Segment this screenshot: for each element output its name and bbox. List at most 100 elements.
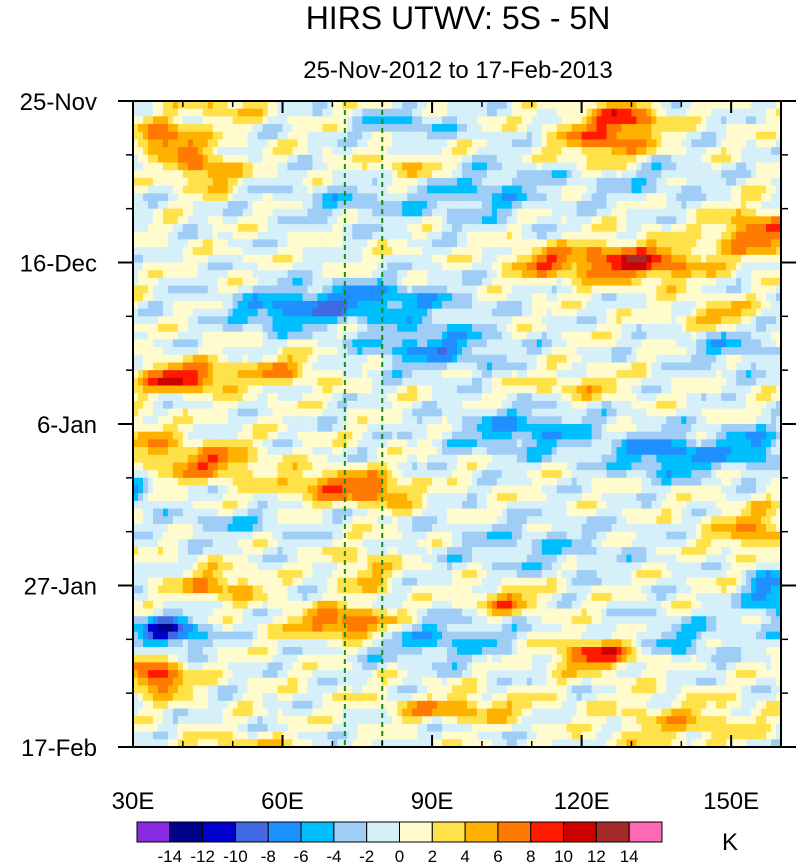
field-cell	[516, 101, 523, 110]
field-cell	[142, 362, 149, 371]
field-cell	[526, 154, 533, 164]
field-cell	[237, 216, 244, 225]
field-cell	[342, 247, 348, 256]
field-cell	[242, 277, 249, 287]
field-cell	[377, 308, 383, 317]
field-cell	[596, 277, 603, 287]
field-cell	[337, 262, 343, 271]
field-cell	[452, 147, 458, 156]
field-cell	[437, 300, 443, 310]
field-cell	[182, 277, 189, 287]
field-cell	[442, 316, 448, 325]
field-cell	[442, 324, 448, 333]
field-cell	[302, 385, 309, 394]
field-cell	[142, 270, 149, 279]
field-cell	[227, 254, 234, 264]
field-cell	[262, 393, 269, 402]
field-cell	[761, 101, 767, 110]
field-cell	[412, 116, 418, 125]
field-cell	[561, 347, 568, 356]
field-cell	[561, 200, 568, 210]
field-cell	[252, 124, 259, 133]
field-cell	[332, 347, 338, 356]
field-cell	[152, 108, 159, 117]
field-cell	[606, 293, 613, 302]
field-cell	[262, 239, 269, 248]
field-cell	[397, 324, 403, 333]
field-cell	[656, 377, 662, 387]
field-cell	[412, 262, 418, 271]
field-cell	[586, 170, 593, 179]
field-cell	[731, 370, 737, 379]
field-cell	[636, 324, 643, 333]
field-cell	[646, 308, 652, 317]
field-cell	[327, 193, 333, 202]
field-cell	[746, 147, 752, 156]
field-cell	[551, 124, 558, 133]
field-cell	[267, 200, 274, 210]
field-cell	[427, 154, 433, 164]
field-cell	[741, 385, 747, 394]
field-cell	[621, 270, 628, 279]
field-cell	[626, 316, 633, 325]
field-cell	[676, 277, 682, 287]
field-cell	[561, 362, 568, 371]
field-cell	[716, 147, 722, 156]
field-cell	[581, 300, 588, 310]
field-cell	[212, 316, 219, 325]
field-cell	[347, 131, 353, 141]
field-cell	[616, 185, 623, 194]
field-cell	[671, 347, 677, 356]
field-cell	[656, 147, 662, 156]
field-cell	[457, 377, 463, 387]
field-cell	[367, 331, 373, 340]
field-cell	[581, 247, 588, 256]
field-cell	[362, 393, 368, 402]
field-cell	[471, 193, 478, 202]
field-cell	[576, 154, 583, 164]
field-cell	[601, 108, 608, 117]
field-cell	[172, 147, 179, 156]
field-cell	[746, 331, 752, 340]
field-cell	[706, 347, 712, 356]
field-cell	[452, 139, 458, 148]
field-cell	[157, 377, 164, 387]
field-cell	[471, 124, 478, 133]
field-cell	[716, 339, 722, 348]
field-cell	[631, 170, 638, 179]
field-cell	[262, 277, 269, 287]
field-cell	[521, 339, 528, 348]
field-cell	[691, 239, 697, 248]
field-cell	[417, 147, 423, 156]
field-cell	[377, 247, 383, 256]
field-cell	[716, 254, 722, 264]
field-cell	[427, 185, 433, 194]
field-cell	[586, 300, 593, 310]
field-cell	[432, 324, 438, 333]
field-cell	[551, 316, 558, 325]
field-cell	[771, 193, 777, 202]
field-cell	[546, 216, 553, 225]
field-cell	[232, 377, 239, 387]
field-cell	[357, 216, 363, 225]
field-cell	[437, 108, 443, 117]
field-cell	[471, 154, 478, 164]
field-cell	[481, 247, 488, 256]
field-cell	[222, 316, 229, 325]
field-cell	[197, 247, 204, 256]
field-cell	[546, 293, 553, 302]
field-cell	[491, 316, 498, 325]
field-cell	[407, 154, 413, 164]
field-cell	[227, 285, 234, 294]
field-cell	[696, 224, 702, 233]
field-cell	[576, 231, 583, 241]
field-cell	[227, 393, 234, 402]
field-cell	[262, 316, 269, 325]
field-cell	[476, 154, 483, 164]
field-cell	[177, 239, 184, 248]
field-cell	[536, 224, 543, 233]
field-cell	[496, 339, 503, 348]
field-cell	[332, 370, 338, 379]
field-cell	[147, 193, 154, 202]
field-cell	[501, 231, 508, 241]
